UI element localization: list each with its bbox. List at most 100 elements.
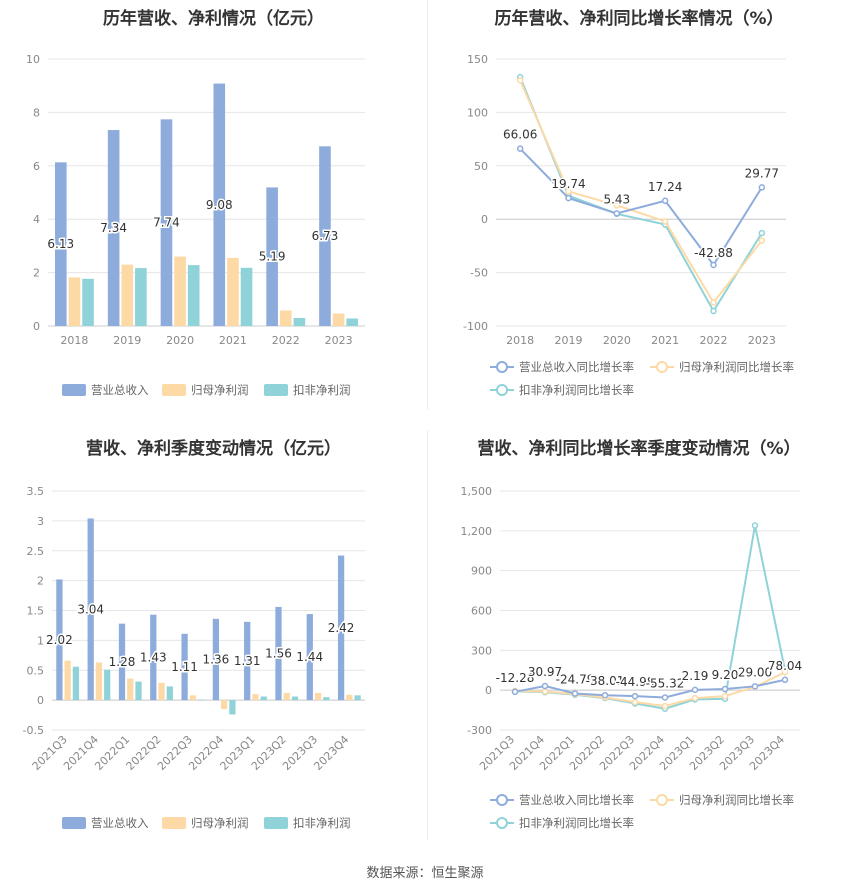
data-point-2022-0	[710, 261, 717, 269]
y-tick-label: 100	[467, 106, 488, 119]
chart-title: 历年营收、净利同比增长率情况（%）	[494, 9, 784, 29]
bar-2023Q3-0	[306, 614, 313, 701]
y-tick-label: 50	[474, 160, 488, 173]
legend-label: 归母净利润	[191, 383, 249, 397]
bar-2023Q4-2	[354, 695, 361, 701]
bar-2021-2	[240, 267, 253, 326]
bar-2019-0	[107, 130, 120, 326]
legend-label: 归母净利润	[191, 816, 249, 830]
bar-2021Q4-0	[87, 518, 94, 701]
data-point-2023Q1-0	[691, 686, 699, 694]
bar-2018-0	[54, 162, 67, 326]
bar-2020-0	[160, 119, 173, 326]
vertical-divider	[427, 430, 428, 840]
legend-label: 扣非净利润同比增长率	[519, 816, 634, 830]
bar-2023Q4-0	[337, 555, 345, 701]
y-tick-label: 0	[481, 213, 488, 226]
data-label: -24.79	[556, 672, 595, 686]
y-tick-label: -50	[470, 267, 488, 280]
bar-2022Q4-2	[229, 700, 236, 715]
data-point-2022Q3-1	[631, 698, 639, 706]
bar-2023-0	[319, 146, 331, 326]
y-tick-label: 0.5	[27, 664, 45, 677]
legend-marker	[496, 817, 508, 829]
legend-label: 归母净利润同比增长率	[679, 793, 794, 807]
x-tick-label: 2020	[603, 334, 631, 347]
bar-2023Q1-2	[260, 696, 267, 701]
x-tick-label: 2022	[700, 334, 728, 347]
data-point-2022Q1-0	[571, 690, 579, 697]
bar-2023Q1-0	[244, 621, 251, 701]
bar-2022-0	[266, 187, 278, 326]
data-label: 29.77	[745, 166, 779, 180]
x-tick-label: 2018	[60, 334, 88, 347]
y-tick-label: -100	[463, 320, 488, 333]
legend-swatch	[264, 384, 288, 396]
y-tick-label: 10	[26, 53, 40, 66]
bar-2023Q2-0	[275, 606, 282, 701]
bar-2021-0	[213, 83, 226, 327]
annual-revenue-profit-chart: 0 2 4 6 8 10 2018 2019 2020 2021 2022 2023 6.13 7.34 7…	[26, 53, 365, 397]
bar-2023Q2-2	[291, 696, 299, 701]
data-label: -55.32	[646, 677, 685, 691]
legend-marker	[496, 794, 508, 806]
quarterly-growth-rate-chart: -30003006009001,2001,5002021Q32021Q42022…	[461, 485, 804, 830]
y-tick-label: 900	[471, 565, 492, 578]
series-line-1	[519, 79, 763, 305]
bar-2022-1	[279, 310, 292, 326]
legend-label: 扣非净利润	[293, 816, 351, 830]
bar-2022Q2-0	[150, 614, 157, 701]
bar-2019-2	[135, 268, 147, 326]
data-point-2018-0	[516, 145, 524, 152]
bar-2021Q4-2	[104, 669, 111, 701]
series-line-0	[519, 147, 763, 267]
bar-2022Q1-2	[135, 681, 142, 701]
data-point-2022Q2-0	[601, 691, 609, 699]
bar-2019-1	[121, 264, 134, 326]
y-tick-label: 2.5	[27, 545, 45, 558]
series-line-1	[514, 671, 786, 708]
bar-2023-1	[332, 313, 345, 326]
data-point-2023-0	[758, 184, 766, 191]
x-tick-label: 2023Q4	[311, 733, 351, 773]
quarterly-growth-rate-panel: 营收、净利同比增长率季度变动情况（%） -300 0 300 600 900 1,200 1…	[428, 430, 850, 850]
bar-2018-1	[68, 277, 81, 326]
data-label: 1.31	[234, 654, 261, 668]
bar-2023Q3-1	[314, 692, 322, 701]
chart-title: 营收、净利同比增长率季度变动情况（%）	[477, 439, 801, 459]
y-tick-label: 600	[471, 605, 492, 618]
bar-2018-2	[82, 278, 94, 326]
bar-2023Q1-1	[252, 694, 259, 701]
data-label: 19.74	[551, 177, 585, 191]
y-tick-label: -300	[467, 724, 492, 737]
bar-2023Q2-1	[283, 692, 290, 701]
legend-marker	[496, 384, 508, 396]
bar-2022Q2-2	[166, 686, 173, 701]
data-point-2022Q4-0	[661, 694, 669, 701]
data-point-2021-0	[661, 197, 669, 205]
data-label: 1.36	[203, 652, 230, 666]
series-line-0	[514, 678, 786, 699]
y-tick-label: 0	[37, 694, 44, 707]
data-label: -42.88	[694, 246, 733, 260]
legend-swatch	[264, 817, 288, 829]
bar-2022Q2-1	[158, 682, 165, 701]
y-tick-label: 6	[33, 160, 40, 173]
data-label: 1.44	[296, 650, 323, 664]
bar-2021Q3-2	[72, 666, 80, 701]
bar-2022Q3-0	[181, 633, 188, 701]
data-point-2020-0	[613, 210, 621, 217]
legend-swatch	[162, 817, 186, 829]
y-tick-label: 4	[33, 213, 40, 226]
legend-label: 扣非净利润同比增长率	[519, 383, 634, 397]
y-tick-label: 1,500	[461, 485, 493, 498]
y-tick-label: 150	[467, 53, 488, 66]
quarterly-revenue-profit-panel: 营收、净利季度变动情况（亿元） -0.5 0 0.5 1 1.5 2 2.5 3 3.5 2021…	[0, 430, 427, 850]
data-point-2023Q3-2	[751, 522, 759, 529]
data-label: 5.19	[259, 250, 286, 264]
data-point-2023-2	[758, 229, 766, 237]
legend-swatch	[62, 817, 86, 829]
data-label: 2.02	[46, 633, 73, 647]
bar-2022Q1-0	[118, 623, 126, 701]
chart-title: 历年营收、净利情况（亿元）	[103, 9, 324, 29]
